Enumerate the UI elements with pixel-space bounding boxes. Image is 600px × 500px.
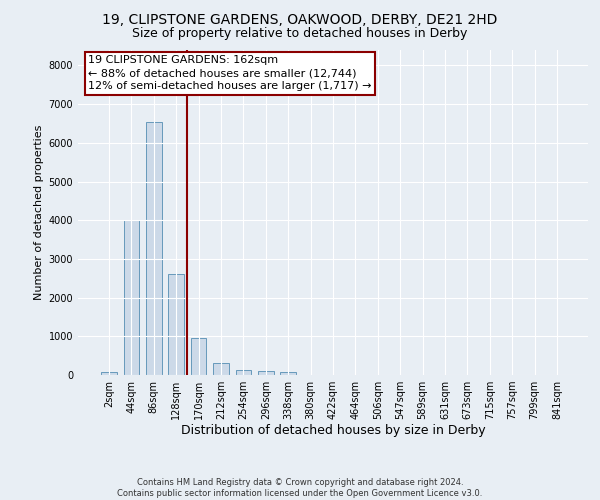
Bar	[280, 372, 296, 375]
Bar	[101, 372, 117, 375]
Bar	[258, 371, 274, 375]
X-axis label: Distribution of detached houses by size in Derby: Distribution of detached houses by size …	[181, 424, 485, 436]
Text: 19, CLIPSTONE GARDENS, OAKWOOD, DERBY, DE21 2HD: 19, CLIPSTONE GARDENS, OAKWOOD, DERBY, D…	[103, 12, 497, 26]
Text: Contains HM Land Registry data © Crown copyright and database right 2024.
Contai: Contains HM Land Registry data © Crown c…	[118, 478, 482, 498]
Text: Size of property relative to detached houses in Derby: Size of property relative to detached ho…	[133, 28, 467, 40]
Bar	[236, 370, 251, 375]
Bar	[191, 338, 206, 375]
Bar	[213, 362, 229, 375]
Bar	[169, 274, 184, 375]
Text: 19 CLIPSTONE GARDENS: 162sqm
← 88% of detached houses are smaller (12,744)
12% o: 19 CLIPSTONE GARDENS: 162sqm ← 88% of de…	[88, 55, 372, 92]
Bar	[124, 220, 139, 375]
Y-axis label: Number of detached properties: Number of detached properties	[34, 125, 44, 300]
Bar	[146, 122, 161, 375]
